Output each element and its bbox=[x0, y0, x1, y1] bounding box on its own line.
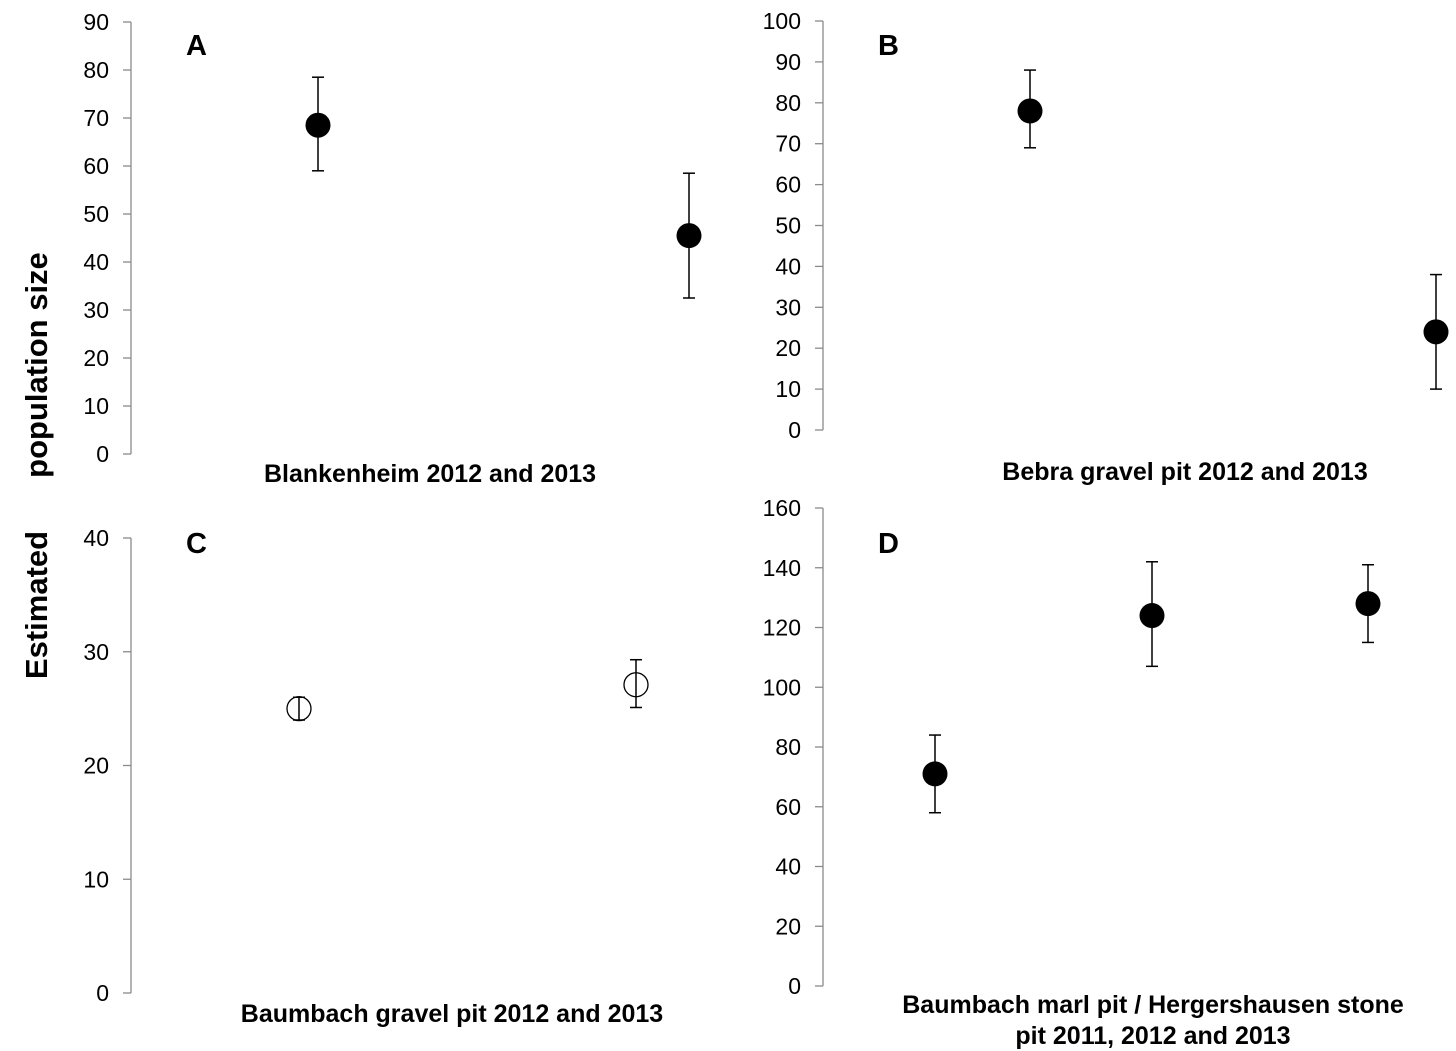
y-tick-label: 70 bbox=[775, 131, 801, 157]
panel-b: 0 10 20 30 40 50 60 70 80 90 100 B Bebra gravel pit … bbox=[763, 8, 1449, 486]
data-point bbox=[1355, 591, 1381, 617]
y-tick-label: 20 bbox=[83, 345, 109, 371]
data-point bbox=[623, 672, 649, 698]
y-tick-label: 20 bbox=[775, 913, 801, 939]
y-tick-label: 30 bbox=[775, 294, 801, 320]
y-tick-label: 160 bbox=[763, 495, 801, 521]
y-tick-label: 0 bbox=[96, 441, 109, 467]
y-tick-label: 90 bbox=[775, 49, 801, 75]
y-tick-label: 50 bbox=[83, 201, 109, 227]
panels: 0 10 20 30 40 50 60 70 80 90 A Blankenheim 2012 and… bbox=[83, 8, 1449, 1050]
panel-a: 0 10 20 30 40 50 60 70 80 90 A Blankenheim 2012 and… bbox=[83, 9, 702, 488]
y-tick-label: 0 bbox=[788, 417, 801, 443]
y-tick-label: 100 bbox=[763, 674, 801, 700]
y-tick-label: 30 bbox=[83, 639, 109, 665]
y-axis-label-top: population size bbox=[19, 252, 54, 478]
y-tick-label: 40 bbox=[83, 525, 109, 551]
y-tick-label: 100 bbox=[763, 8, 801, 34]
y-tick-label: 50 bbox=[775, 213, 801, 239]
panel-d: 0 20 40 60 80 100 120 140 160 D Baumbach marl pit … bbox=[763, 495, 1404, 1050]
data-point bbox=[1017, 98, 1043, 124]
y-tick-label: 60 bbox=[775, 794, 801, 820]
y-tick-label: 10 bbox=[775, 376, 801, 402]
panel-letter: B bbox=[878, 30, 899, 62]
data-point bbox=[1139, 603, 1165, 629]
y-tick-label: 10 bbox=[83, 866, 109, 892]
y-tick-label: 80 bbox=[775, 734, 801, 760]
y-tick-label: 70 bbox=[83, 105, 109, 131]
y-tick-label: 80 bbox=[83, 57, 109, 83]
data-point bbox=[1423, 319, 1449, 345]
x-axis-label: Baumbach marl pit / Hergershausen stone bbox=[902, 991, 1404, 1019]
y-tick-label: 0 bbox=[96, 980, 109, 1006]
y-tick-label: 40 bbox=[775, 253, 801, 279]
y-tick-label: 10 bbox=[83, 393, 109, 419]
y-tick-label: 20 bbox=[83, 753, 109, 779]
y-tick-label: 60 bbox=[83, 153, 109, 179]
data-point bbox=[286, 695, 312, 722]
y-tick-label: 40 bbox=[775, 854, 801, 880]
y-tick-label: 120 bbox=[763, 615, 801, 641]
x-axis-label: Blankenheim 2012 and 2013 bbox=[264, 460, 596, 488]
y-tick-label: 80 bbox=[775, 90, 801, 116]
y-tick-label: 0 bbox=[788, 973, 801, 999]
y-tick-label: 20 bbox=[775, 335, 801, 361]
panel-c: 0 10 20 30 40 C Baumbach gravel pit 2012 and 2… bbox=[83, 525, 663, 1028]
x-axis-label: pit 2011, 2012 and 2013 bbox=[1015, 1022, 1290, 1050]
data-point bbox=[305, 112, 331, 138]
panel-letter: C bbox=[186, 528, 207, 560]
data-point bbox=[922, 761, 948, 787]
data-point bbox=[676, 223, 702, 249]
y-tick-label: 60 bbox=[775, 172, 801, 198]
y-axis-label-bottom: Estimated bbox=[19, 531, 54, 679]
y-tick-label: 40 bbox=[83, 249, 109, 275]
y-tick-label: 90 bbox=[83, 9, 109, 35]
x-axis-label: Bebra gravel pit 2012 and 2013 bbox=[1002, 458, 1367, 486]
panel-letter: A bbox=[186, 30, 207, 62]
x-axis-label: Baumbach gravel pit 2012 and 2013 bbox=[241, 1000, 663, 1028]
panel-letter: D bbox=[878, 528, 899, 560]
y-tick-label: 140 bbox=[763, 555, 801, 581]
y-tick-label: 30 bbox=[83, 297, 109, 323]
